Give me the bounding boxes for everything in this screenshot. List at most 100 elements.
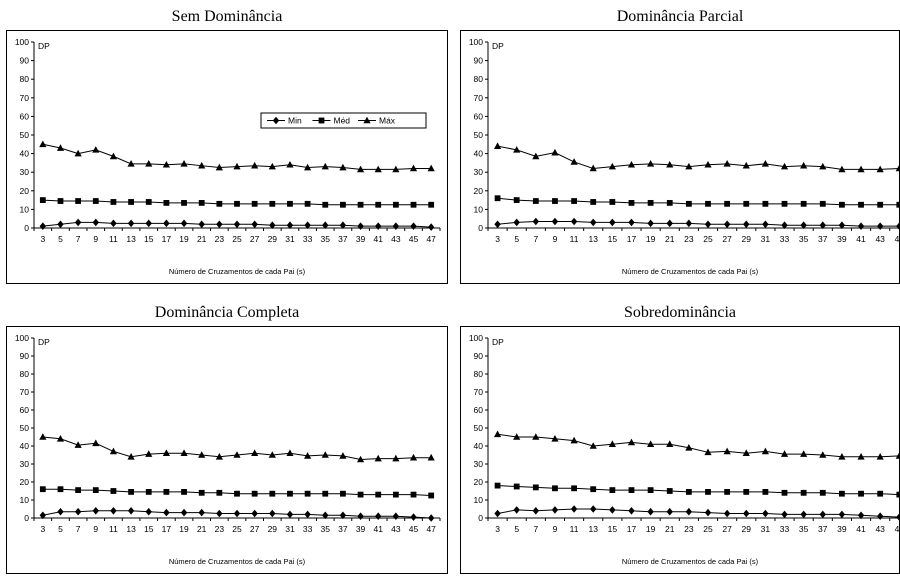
data-point <box>180 449 188 456</box>
x-tick-label: 19 <box>179 234 189 244</box>
y-tick-label: 40 <box>474 441 484 451</box>
x-tick-label: 11 <box>570 524 579 534</box>
data-point <box>216 489 223 496</box>
data-point <box>127 219 135 228</box>
x-tick-label: 21 <box>665 524 675 534</box>
data-point <box>839 201 845 208</box>
data-point <box>628 218 635 227</box>
data-point <box>762 489 769 495</box>
data-point <box>92 218 99 227</box>
data-point <box>127 507 135 515</box>
x-tick-label: 43 <box>875 524 885 534</box>
data-point <box>92 507 99 515</box>
data-point <box>304 510 311 519</box>
x-tick-label: 5 <box>514 524 519 534</box>
x-tick-label: 33 <box>780 524 790 534</box>
x-tick-label: 19 <box>179 524 189 534</box>
data-point <box>339 511 347 520</box>
data-point <box>819 221 826 230</box>
chart-frame <box>6 326 448 574</box>
data-point <box>322 511 329 520</box>
y-tick-label: 90 <box>474 351 484 361</box>
data-point <box>127 160 135 167</box>
data-point <box>392 454 400 462</box>
data-point <box>857 165 865 173</box>
data-point <box>410 513 417 521</box>
data-point <box>392 512 400 520</box>
data-point <box>896 201 900 208</box>
x-tick-label: 3 <box>40 524 45 534</box>
y-tick-label: 100 <box>469 37 483 47</box>
x-tick-label: 33 <box>780 234 790 244</box>
data-point <box>532 152 540 160</box>
data-point <box>269 221 276 230</box>
x-tick-label: 7 <box>76 524 81 534</box>
x-tick-label: 41 <box>856 234 866 244</box>
data-point <box>532 433 540 440</box>
x-tick-label: 7 <box>533 234 538 244</box>
x-tick-label: 23 <box>215 234 225 244</box>
data-point <box>666 160 674 168</box>
data-point <box>513 197 520 203</box>
data-point <box>410 201 417 208</box>
data-point <box>110 199 117 205</box>
data-point <box>761 160 769 167</box>
y-tick-label: 70 <box>474 387 484 397</box>
data-point <box>896 513 900 521</box>
data-point <box>75 487 82 493</box>
x-tick-label: 31 <box>285 524 295 534</box>
x-tick-label: 25 <box>232 524 242 534</box>
legend-label: Min <box>288 116 302 126</box>
data-point <box>819 451 827 458</box>
chart-title: Sobredominância <box>624 304 736 321</box>
legend-label: Méd <box>334 116 351 126</box>
data-point <box>198 199 205 206</box>
data-point <box>819 162 827 170</box>
x-tick-label: 3 <box>495 524 500 534</box>
data-point <box>251 490 258 497</box>
x-tick-label: 37 <box>818 524 828 534</box>
data-point <box>552 485 558 492</box>
x-tick-label: 35 <box>799 234 809 244</box>
data-point <box>110 507 117 515</box>
data-point <box>589 442 597 449</box>
data-point <box>39 140 47 148</box>
x-tick-label: 31 <box>761 234 771 244</box>
data-point <box>494 195 501 202</box>
data-point <box>163 199 170 206</box>
x-tick-label: 13 <box>588 234 598 244</box>
data-point <box>268 162 276 170</box>
data-point <box>375 222 382 230</box>
data-point <box>180 508 188 517</box>
x-tick-label: 23 <box>684 234 694 244</box>
data-point <box>877 201 884 208</box>
data-point <box>627 160 636 168</box>
data-point <box>286 449 294 456</box>
data-point <box>876 453 884 460</box>
data-point <box>198 451 206 458</box>
data-point <box>552 198 558 204</box>
data-point <box>375 491 382 498</box>
data-point <box>215 453 223 460</box>
series-square <box>494 482 900 498</box>
chart-title: Sem Dominância <box>171 8 283 25</box>
data-point <box>800 450 808 457</box>
data-point <box>340 201 346 208</box>
chart-title: Dominância Completa <box>154 304 300 321</box>
data-point <box>685 200 692 207</box>
data-point <box>110 488 117 494</box>
data-point <box>570 436 578 444</box>
data-point <box>339 163 347 171</box>
data-point <box>233 162 241 170</box>
data-point <box>322 490 329 497</box>
data-point <box>704 448 712 456</box>
x-tick-label: 29 <box>742 234 752 244</box>
x-tick-label: 33 <box>303 234 313 244</box>
data-point <box>780 450 789 457</box>
data-point <box>858 490 864 497</box>
y-tick-label: 60 <box>20 111 30 121</box>
x-tick-label: 45 <box>409 524 419 534</box>
